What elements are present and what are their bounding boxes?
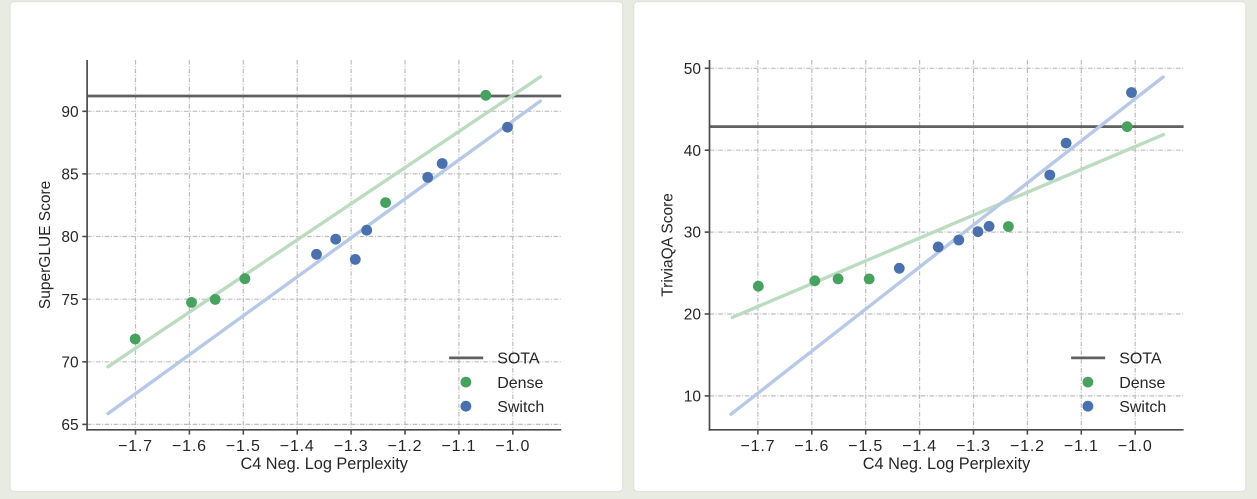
svg-text:−1.1: −1.1 (442, 438, 477, 455)
svg-text:−1.4: −1.4 (280, 438, 315, 455)
svg-text:−1.5: −1.5 (848, 438, 883, 455)
svg-text:−1.7: −1.7 (118, 438, 153, 455)
svg-text:−1.0: −1.0 (495, 438, 530, 455)
svg-text:−1.1: −1.1 (1064, 438, 1099, 455)
svg-text:SuperGLUE Score: SuperGLUE Score (37, 181, 54, 309)
svg-text:50: 50 (684, 61, 702, 78)
svg-text:−1.2: −1.2 (388, 438, 423, 455)
svg-text:70: 70 (61, 354, 79, 371)
svg-text:Dense: Dense (1119, 375, 1165, 392)
svg-text:−1.3: −1.3 (956, 438, 991, 455)
svg-text:10: 10 (684, 389, 702, 406)
svg-text:−1.7: −1.7 (741, 438, 776, 455)
svg-text:−1.4: −1.4 (902, 438, 937, 455)
svg-text:75: 75 (61, 292, 78, 309)
svg-text:C4 Neg. Log Perplexity: C4 Neg. Log Perplexity (863, 455, 1031, 473)
svg-text:−1.2: −1.2 (1010, 438, 1045, 455)
svg-text:80: 80 (61, 229, 79, 246)
svg-text:C4 Neg. Log Perplexity: C4 Neg. Log Perplexity (240, 455, 408, 473)
svg-text:65: 65 (61, 417, 78, 434)
svg-text:−1.6: −1.6 (794, 438, 829, 455)
svg-text:SOTA: SOTA (497, 351, 540, 368)
svg-text:−1.3: −1.3 (334, 438, 369, 455)
svg-text:Dense: Dense (497, 375, 543, 392)
svg-text:40: 40 (684, 143, 702, 160)
svg-text:30: 30 (684, 225, 702, 242)
svg-text:TriviaQA Score: TriviaQA Score (660, 193, 677, 297)
svg-text:−1.5: −1.5 (226, 438, 261, 455)
svg-text:−1.0: −1.0 (1118, 438, 1153, 455)
svg-text:90: 90 (61, 104, 79, 121)
svg-text:Switch: Switch (1119, 399, 1166, 416)
svg-text:85: 85 (61, 167, 78, 184)
svg-text:−1.6: −1.6 (172, 438, 207, 455)
svg-text:20: 20 (684, 307, 702, 324)
svg-text:SOTA: SOTA (1119, 351, 1162, 368)
svg-text:Switch: Switch (497, 399, 544, 416)
